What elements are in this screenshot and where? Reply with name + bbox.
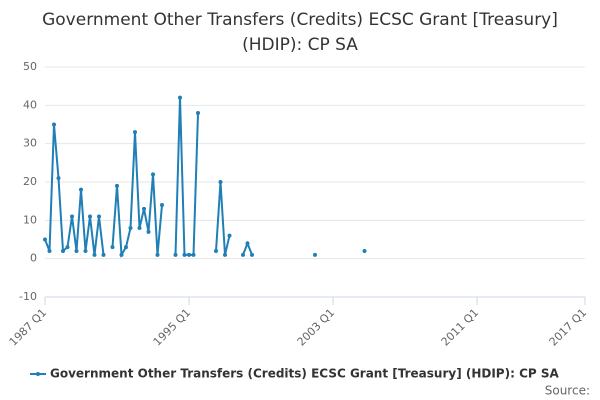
point: [56, 176, 61, 181]
point: [187, 252, 191, 257]
point: [146, 229, 151, 234]
y-tick-label: 30: [23, 137, 37, 150]
point: [241, 252, 245, 257]
y-tick-label: -10: [19, 290, 37, 303]
point: [223, 252, 227, 257]
point: [133, 130, 137, 135]
point: [196, 111, 200, 115]
point: [43, 237, 47, 242]
point: [250, 252, 254, 257]
point: [151, 172, 155, 177]
point: [110, 245, 115, 250]
y-tick-label: 40: [23, 98, 37, 111]
legend-label: Government Other Transfers (Credits) ECS…: [50, 367, 559, 381]
point: [124, 245, 128, 250]
series-line: [215, 181, 231, 256]
x-tick-label: 1995 Q1: [151, 306, 194, 349]
point: [74, 249, 79, 253]
point: [65, 245, 70, 250]
point: [88, 214, 92, 219]
point: [191, 252, 196, 257]
point: [155, 252, 160, 257]
point: [178, 95, 182, 100]
point: [61, 249, 65, 253]
source: Source:: [545, 384, 590, 398]
point: [218, 180, 223, 184]
point: [313, 252, 317, 257]
y-tick-label: 50: [23, 60, 37, 73]
point: [245, 241, 250, 246]
point: [79, 187, 83, 192]
point: [70, 214, 74, 219]
point: [115, 183, 119, 188]
point: [227, 233, 232, 238]
x-tick-label: 2003 Q1: [295, 306, 338, 349]
point: [182, 252, 187, 257]
point: [119, 252, 124, 257]
point: [128, 226, 133, 230]
y-tick-label: 0: [30, 252, 37, 265]
series-line: [111, 132, 163, 259]
point: [92, 252, 97, 257]
point: [97, 214, 101, 219]
series-line: [44, 124, 105, 255]
y-tick-label: 10: [23, 213, 37, 226]
point: [47, 249, 52, 253]
legend-marker: [36, 372, 40, 376]
series-line: [174, 97, 199, 256]
point: [160, 203, 164, 207]
point: [52, 122, 56, 127]
point: [83, 249, 88, 253]
x-tick-label: 1987 Q1: [7, 306, 50, 349]
point: [101, 252, 106, 257]
point: [362, 249, 367, 253]
chart-title: Government Other Transfers (Credits) ECS…: [42, 10, 558, 55]
point: [214, 249, 218, 253]
point: [137, 226, 142, 230]
x-tick-label: 2017 Q1: [547, 306, 590, 349]
y-tick-label: 20: [23, 175, 37, 188]
point: [142, 206, 146, 211]
point: [173, 252, 178, 257]
x-tick-label: 2011 Q1: [439, 306, 482, 349]
